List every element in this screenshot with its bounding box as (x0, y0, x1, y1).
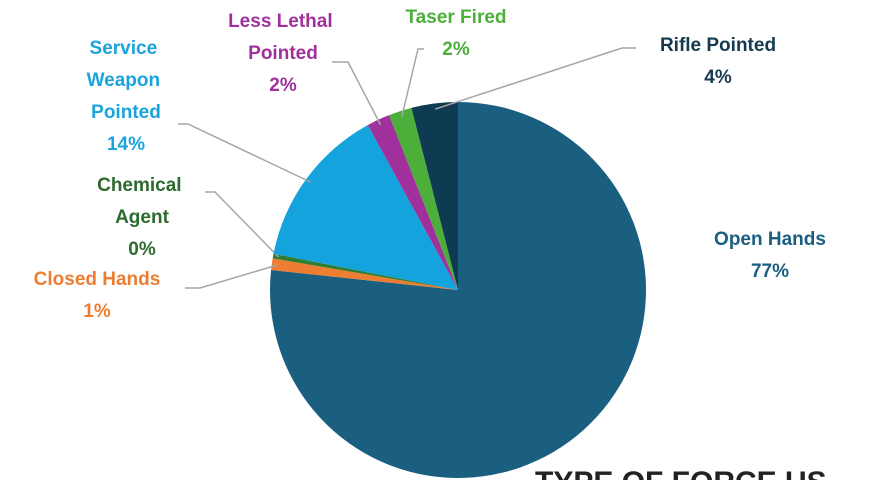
slice-label: Less Lethal Pointed (228, 11, 338, 64)
leader-line (205, 191, 280, 258)
leader-line (178, 123, 312, 183)
pie-slice (271, 258, 458, 290)
pie-slice (270, 102, 646, 478)
leader-line (401, 48, 424, 117)
pie-slice (367, 115, 458, 291)
leader-line (185, 264, 278, 289)
slice-label: Service Weapon Pointed (87, 38, 166, 123)
slice-value-label: 2% (269, 75, 297, 96)
pie-slice (411, 102, 458, 290)
leader-line (435, 47, 636, 110)
pie-slice (272, 253, 458, 290)
slice-label: Chemical Agent (97, 175, 187, 228)
slice-label: Rifle Pointed (660, 35, 776, 56)
slice-value-label: 0% (128, 239, 156, 260)
slice-label: Open Hands (714, 229, 826, 250)
slice-value-label: 1% (83, 301, 111, 322)
pie-slice (389, 107, 458, 290)
slice-value-label: 14% (107, 134, 145, 155)
slice-value-label: 77% (751, 261, 789, 282)
pie-slice (273, 125, 458, 290)
slice-value-label: 2% (442, 39, 470, 60)
slice-label: Taser Fired (405, 7, 506, 28)
leader-line (332, 61, 382, 126)
chart-title: TYPE OF FORCE US (535, 466, 827, 480)
slice-label: Closed Hands (34, 269, 161, 290)
slice-value-label: 4% (704, 67, 732, 88)
